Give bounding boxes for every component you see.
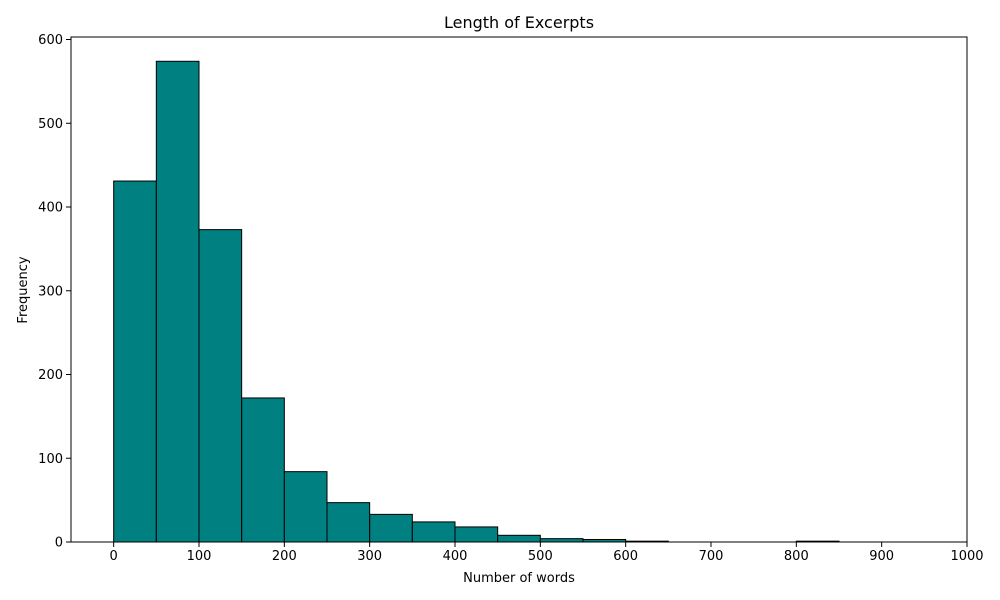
y-tick-label: 600 bbox=[38, 33, 63, 48]
histogram-bar bbox=[326, 502, 371, 543]
histogram-bar bbox=[155, 60, 200, 543]
x-tick-label: 800 bbox=[784, 549, 809, 564]
y-tick-label: 300 bbox=[38, 284, 63, 299]
histogram-bar bbox=[497, 534, 541, 543]
x-tick-label: 0 bbox=[110, 549, 118, 564]
plot-frame bbox=[70, 36, 968, 543]
x-tick-label: 900 bbox=[869, 549, 894, 564]
bars-group bbox=[113, 60, 840, 543]
chart-title: Length of Excerpts bbox=[444, 13, 594, 32]
y-tick-label: 100 bbox=[38, 452, 63, 467]
histogram-bar bbox=[369, 513, 413, 543]
histogram-bar bbox=[454, 526, 499, 543]
histogram-bar bbox=[198, 229, 243, 543]
histogram-bar bbox=[539, 538, 584, 543]
x-tick-label: 500 bbox=[528, 549, 553, 564]
x-tick-label: 300 bbox=[357, 549, 382, 564]
x-tick-label: 1000 bbox=[950, 549, 983, 564]
x-tick-label: 600 bbox=[613, 549, 638, 564]
y-axis-ticks: 0 100 200 300 400 500 600 bbox=[38, 33, 71, 551]
x-axis-ticks: 0 100 200 300 400 500 600 700 800 900 1000 bbox=[110, 542, 984, 564]
histogram-bar bbox=[113, 180, 157, 543]
y-tick-label: 500 bbox=[38, 117, 63, 132]
histogram-bar bbox=[241, 397, 285, 543]
x-tick-label: 200 bbox=[272, 549, 297, 564]
y-tick-label: 400 bbox=[38, 201, 63, 216]
y-axis-label: Frequency bbox=[16, 256, 31, 323]
x-tick-label: 100 bbox=[187, 549, 212, 564]
y-tick-label: 0 bbox=[55, 536, 63, 551]
x-axis-label: Number of words bbox=[463, 571, 575, 586]
y-tick-label: 200 bbox=[38, 368, 63, 383]
histogram-bar bbox=[283, 471, 328, 543]
x-tick-label: 700 bbox=[699, 549, 724, 564]
histogram-bar bbox=[411, 521, 456, 543]
x-tick-label: 400 bbox=[443, 549, 468, 564]
